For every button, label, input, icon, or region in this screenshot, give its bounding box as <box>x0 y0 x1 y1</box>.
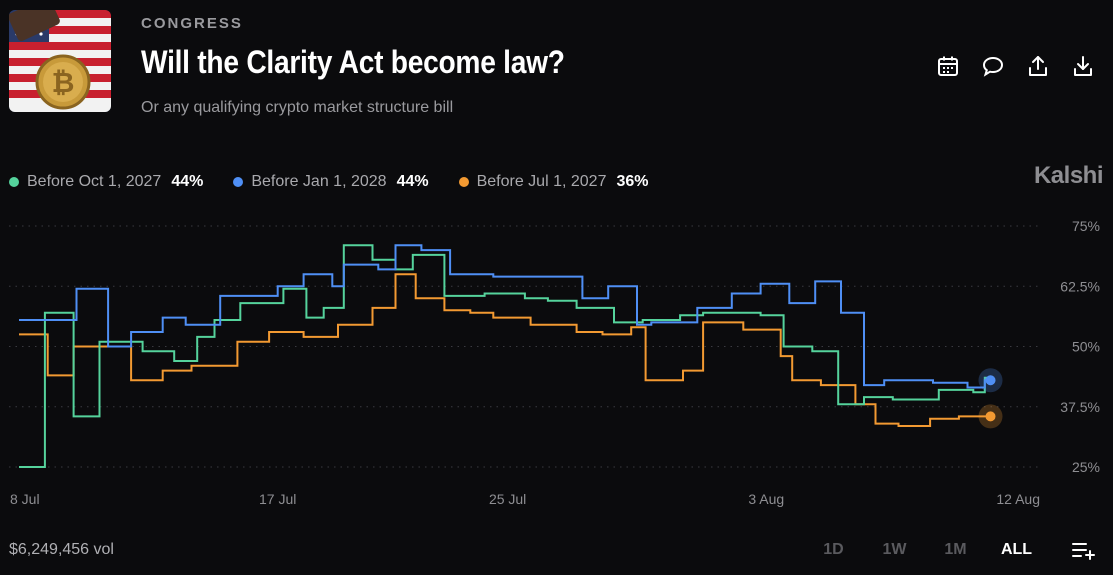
chart-legend: Before Oct 1, 2027 44% Before Jan 1, 202… <box>9 173 649 191</box>
range-all-button[interactable]: ALL <box>1000 541 1033 558</box>
x-tick-label: 12 Aug <box>996 491 1040 507</box>
y-tick-label: 37.5% <box>1060 399 1100 415</box>
x-tick-label: 3 Aug <box>748 491 784 507</box>
volume-label: $6,249,456 vol <box>9 541 114 558</box>
comment-button[interactable] <box>981 54 1005 78</box>
legend-label: Before Oct 1, 2027 <box>27 173 162 190</box>
x-tick-label: 8 Jul <box>10 491 40 507</box>
comment-icon <box>982 56 1004 77</box>
legend-percent: 44% <box>396 173 429 190</box>
legend-dot <box>458 177 469 187</box>
legend-percent: 36% <box>616 173 649 190</box>
x-tick-label: 17 Jul <box>259 491 296 507</box>
page-subtitle: Or any qualifying crypto market structur… <box>141 99 454 116</box>
header-actions <box>936 54 1095 78</box>
legend-percent: 44% <box>171 173 204 190</box>
range-1d-button[interactable]: 1D <box>823 541 844 558</box>
legend-dot <box>233 177 244 187</box>
legend-label: Before Jan 1, 2028 <box>251 173 387 190</box>
download-button[interactable] <box>1071 54 1095 78</box>
series-line-1[interactable] <box>19 244 991 389</box>
market-category[interactable]: CONGRESS <box>141 15 243 32</box>
legend-label: Before Jul 1, 2027 <box>476 173 607 190</box>
list-settings-icon[interactable] <box>1071 540 1095 560</box>
svg-text:₿: ₿ <box>52 66 75 99</box>
x-tick-label: 25 Jul <box>489 491 526 507</box>
series-line-0[interactable] <box>19 244 991 468</box>
legend-item-jan-2028[interactable]: Before Jan 1, 2028 44% <box>233 173 429 191</box>
calendar-icon <box>938 56 958 76</box>
range-selector: 1D 1W 1M ALL <box>803 540 1095 560</box>
y-tick-label: 62.5% <box>1060 278 1100 294</box>
y-tick-label: 75% <box>1072 218 1100 234</box>
page-title: Will the Clarity Act become law? <box>141 44 565 80</box>
series-line-2[interactable] <box>19 273 991 427</box>
range-1w-button[interactable]: 1W <box>882 541 907 558</box>
y-tick-label: 25% <box>1072 459 1100 475</box>
endpoint-dot[interactable] <box>985 411 996 422</box>
kalshi-logo: Kalshi <box>1033 162 1104 189</box>
y-tick-label: 50% <box>1072 339 1100 355</box>
share-button[interactable] <box>1026 54 1050 78</box>
download-icon <box>1074 56 1092 76</box>
legend-item-oct-2027[interactable]: Before Oct 1, 2027 44% <box>9 173 203 191</box>
market-thumbnail: ₿ <box>9 10 111 112</box>
legend-item-jul-2027[interactable]: Before Jul 1, 2027 36% <box>458 173 649 191</box>
calendar-button[interactable] <box>936 54 960 78</box>
legend-dot <box>9 177 19 187</box>
endpoint-dot[interactable] <box>985 375 996 386</box>
price-chart[interactable]: 75% 62.5% 50% 37.5% 25% 8 Jul 17 Jul 25 Jul 3 Au… <box>0 200 1113 520</box>
share-icon <box>1029 56 1047 76</box>
range-1m-button[interactable]: 1M <box>944 541 967 558</box>
